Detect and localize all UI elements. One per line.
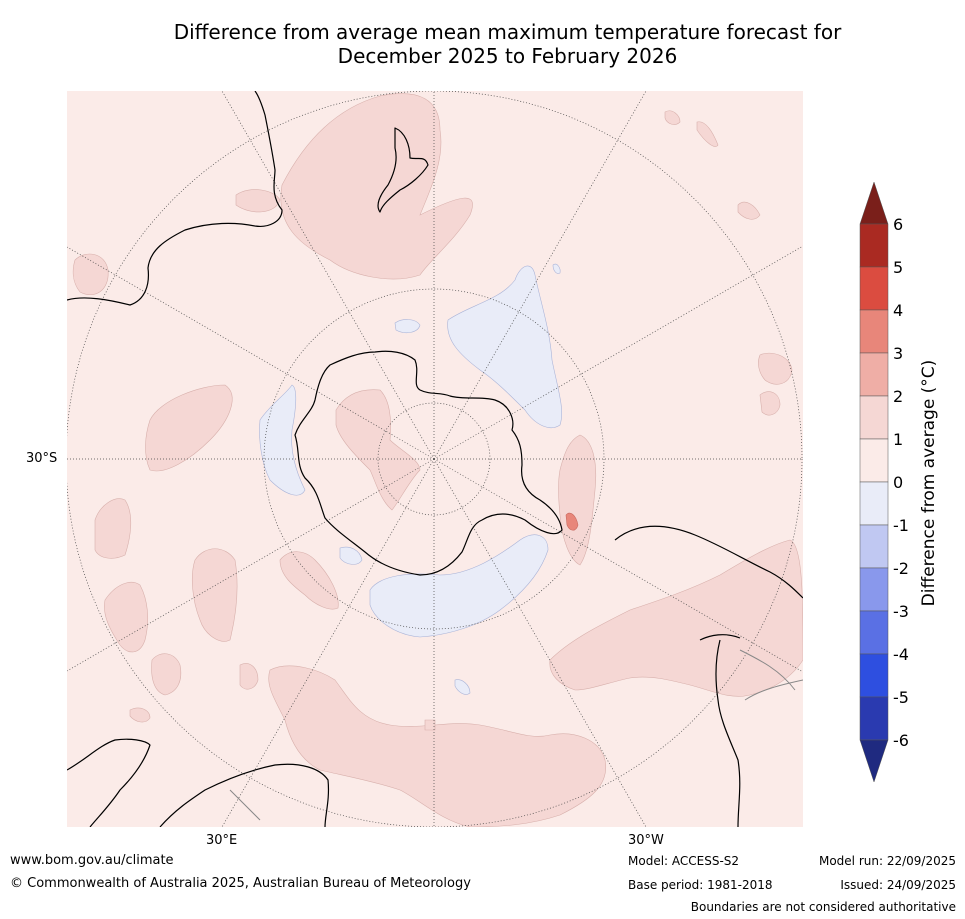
anomaly-region [104,581,149,653]
colorbar-tick-label: 4 [893,301,903,320]
australia-coastline [67,91,283,306]
coastlines [67,91,803,827]
anomaly-region [565,512,579,531]
colorbar-tick-label: 3 [893,344,903,363]
anomaly-region [259,384,306,496]
colorbar-bin [859,567,889,612]
meridian-line [433,245,803,460]
anomaly-region [191,548,238,642]
base-period-text: Base period: 1981-2018 [628,878,773,892]
colorbar-bin [859,352,889,397]
anomaly-region [558,434,596,566]
latitude-circle [263,288,605,630]
lon-label-30e: 30°E [206,833,238,848]
south-america-coastline [614,525,803,827]
website-link[interactable]: www.bom.gov.au/climate [10,853,174,868]
model-run-text: Model run: 22/09/2025 [818,854,956,868]
colorbar-bin [859,223,889,268]
colorbar-bin [859,481,889,526]
anomaly-region [758,352,793,385]
anomaly-regions-negative [259,263,562,695]
colorbar-tick-label: -6 [893,731,909,750]
colorbar-tick-label: -3 [893,602,909,621]
anomaly-region [279,551,339,610]
anomaly-region [737,201,761,220]
graticule [67,91,803,827]
anomaly-region [151,653,182,696]
anomaly-region [239,663,259,690]
map-title: Difference from average mean maximum tem… [60,20,955,68]
anomaly-regions-positive-strong [565,512,579,531]
colorbar-bin [859,181,889,225]
anomaly-region [454,679,471,695]
anomaly-region [664,110,681,125]
disclaimer-text: Boundaries are not considered authoritat… [690,900,956,914]
anomaly-region [335,389,421,511]
colorbar-bin [859,610,889,655]
colorbar: 6 5 4 3 2 1 0 -1 -2 -3 -4 -5 -6 [859,181,909,783]
latitude-circle [67,91,803,827]
colorbar-tick-label: -4 [893,645,909,664]
colorbar-bin [859,266,889,311]
copyright-text: © Commonwealth of Australia 2025, Austra… [10,876,471,891]
anomaly-region [759,391,781,416]
country-borders [229,649,803,821]
anomaly-region [549,539,803,697]
title-line-2: December 2025 to February 2026 [337,44,678,68]
anomaly-regions-positive [72,93,803,827]
new-zealand-coastline [377,127,429,213]
colorbar-bin [859,309,889,354]
colorbar-bin [859,438,889,483]
colorbar-tick-label: 0 [893,473,903,492]
anomaly-region [145,384,233,472]
colorbar-ticks: 6 5 4 3 2 1 0 -1 -2 -3 -4 -5 -6 [893,215,909,750]
colorbar-tick-label: 1 [893,430,903,449]
anomaly-region [280,93,473,280]
issued-text: Issued: 24/09/2025 [840,878,956,892]
lon-label-30w: 30°W [628,833,664,848]
colorbar-bin [859,696,889,741]
meridian-line [433,458,803,673]
model-text: Model: ACCESS-S2 [628,854,740,868]
anomaly-region [129,707,151,723]
colorbar-tick-label: 5 [893,258,903,277]
colorbar-bin [859,653,889,698]
anomaly-region [696,121,719,147]
colorbar-bin [859,524,889,569]
anomaly-region [424,719,436,731]
anomaly-region [235,189,281,213]
map-panel [67,91,803,827]
lat-label-30s: 30°S [26,451,58,466]
colorbar-title: Difference from average (°C) [919,359,939,607]
colorbar-tick-label: -2 [893,559,909,578]
colorbar-tick-label: -5 [893,688,909,707]
anomaly-region [72,253,109,296]
anomaly-region [369,534,549,638]
africa-coastline [67,738,330,827]
anomaly-region [94,498,132,559]
colorbar-bins [859,181,889,783]
antarctica-coastline [294,350,563,576]
anomaly-region [552,263,561,274]
colorbar-bin [859,739,889,783]
anomaly-region [394,319,421,334]
colorbar-tick-label: -1 [893,516,909,535]
colorbar-tick-label: 2 [893,387,903,406]
colorbar-bin [859,395,889,440]
latitude-circle [377,402,491,516]
anomaly-region [339,546,363,565]
border-line [229,649,803,821]
colorbar-tick-label: 6 [893,215,903,234]
title-line-1: Difference from average mean maximum tem… [173,20,842,44]
anomaly-region [268,665,607,827]
